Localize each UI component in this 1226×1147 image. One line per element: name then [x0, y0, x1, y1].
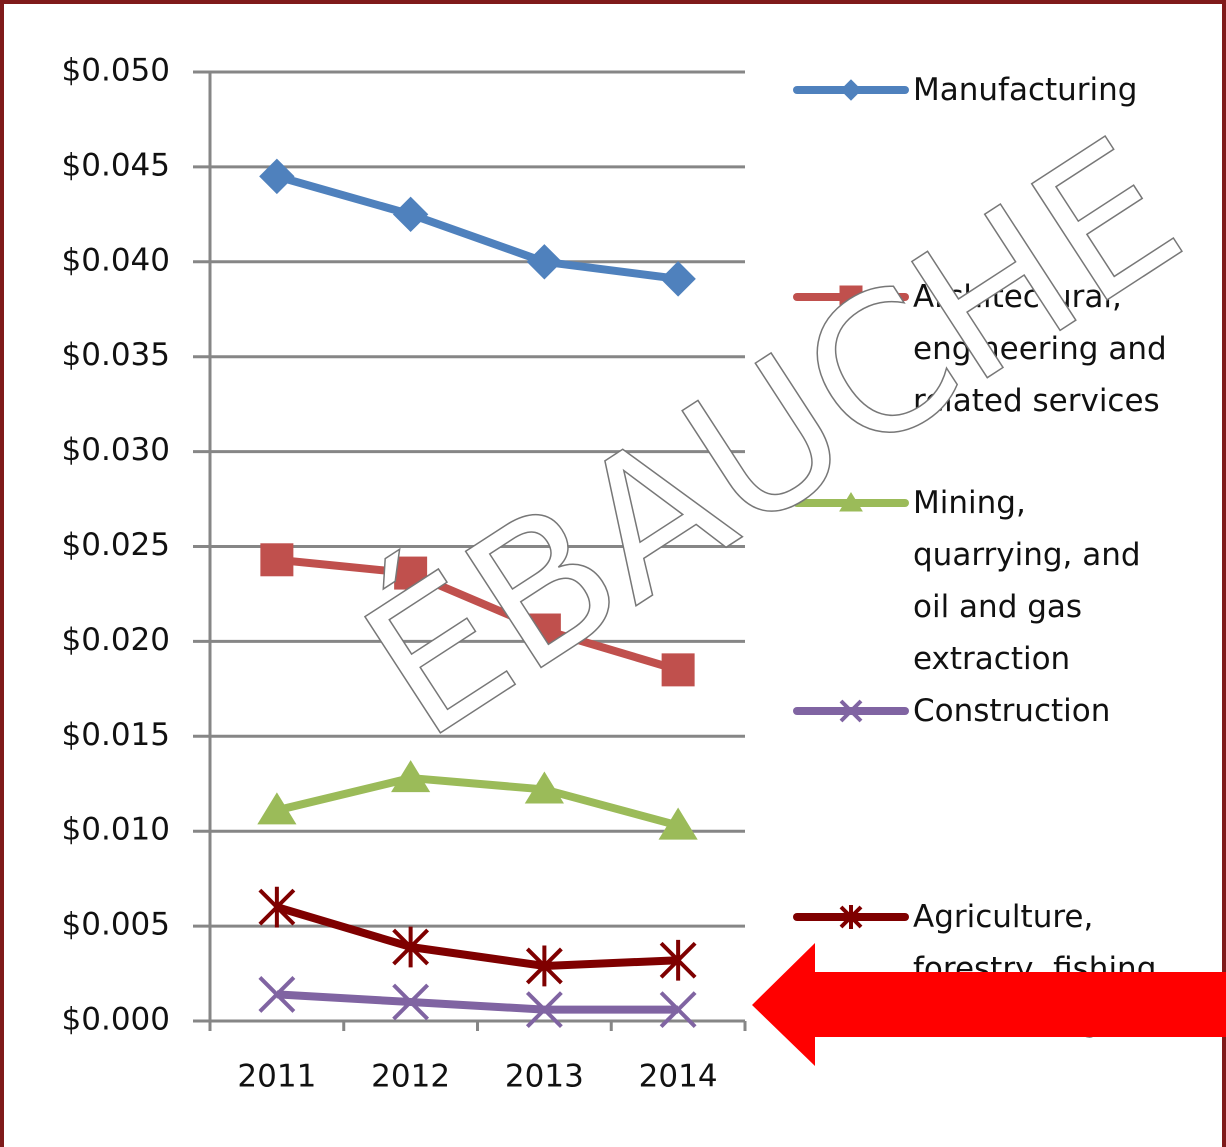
marker: [391, 760, 431, 793]
series-line: [276, 555, 680, 674]
legend-label: Mining, quarrying, and oil and gas extra…: [913, 485, 1141, 677]
series: [258, 886, 697, 987]
series-line: [275, 903, 679, 970]
series: [259, 158, 696, 297]
legend-marker: [839, 492, 863, 512]
x-tick-label: 2012: [371, 1059, 450, 1095]
x-tick-label: 2014: [639, 1059, 718, 1095]
y-tick-label: $0.050: [62, 53, 170, 89]
marker: [526, 244, 563, 280]
marker: [258, 976, 296, 1013]
x-tick-label: 2013: [505, 1059, 584, 1095]
marker: [659, 939, 697, 981]
legend-marker: [840, 79, 862, 101]
y-tick-label: $0.000: [62, 1002, 170, 1038]
legend-label: Manufacturing: [913, 72, 1138, 108]
series-line: [275, 172, 679, 283]
legend-label: Construction: [913, 693, 1111, 729]
legend-marker: [839, 905, 863, 929]
marker: [525, 991, 563, 1029]
marker: [660, 261, 696, 297]
marker: [394, 556, 428, 590]
marker: [525, 945, 563, 987]
y-tick-label: $0.015: [62, 717, 170, 753]
x-tick-label: 2011: [237, 1059, 316, 1095]
y-tick-label: $0.045: [62, 147, 170, 183]
marker: [392, 983, 430, 1021]
marker: [527, 613, 561, 647]
y-tick-label: $0.020: [62, 622, 170, 658]
legend-marker: [839, 699, 863, 723]
y-tick-label: $0.005: [62, 907, 170, 943]
marker: [661, 653, 695, 687]
marker: [257, 792, 297, 825]
marker: [259, 158, 295, 195]
legend-label: Architectural, engineering and related s…: [913, 279, 1167, 419]
y-tick-label: $0.030: [62, 432, 170, 468]
watermark: ÉBAUCHE: [328, 96, 1216, 781]
series-line: [275, 774, 680, 830]
marker: [659, 991, 697, 1029]
marker: [258, 886, 296, 928]
marker: [260, 543, 294, 577]
marker: [524, 771, 564, 804]
y-tick-label: $0.025: [62, 527, 170, 563]
y-tick-label: $0.035: [62, 337, 170, 373]
marker: [392, 196, 429, 233]
series: [257, 760, 698, 840]
series: [260, 543, 695, 687]
marker: [392, 926, 430, 968]
series-line: [276, 990, 679, 1014]
marker: [658, 807, 698, 840]
series: [258, 976, 697, 1029]
legend-marker: [839, 285, 863, 309]
y-tick-label: $0.010: [62, 812, 170, 848]
y-tick-label: $0.040: [62, 242, 170, 278]
arrow: [752, 943, 1226, 1066]
